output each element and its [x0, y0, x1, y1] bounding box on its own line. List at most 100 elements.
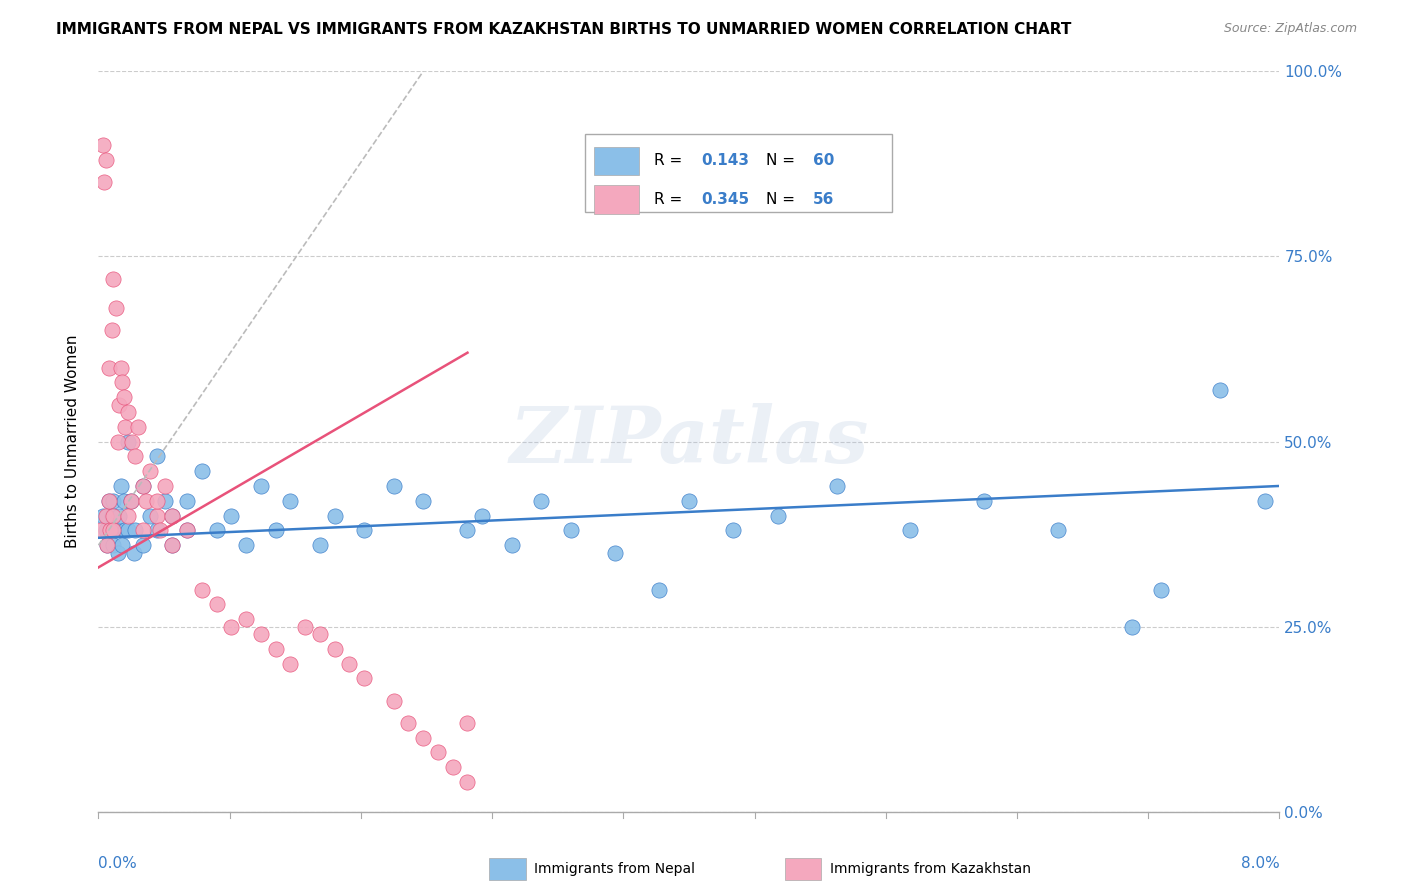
Point: [114, 524, 136, 538]
Point: [398, 715, 420, 730]
Point: [112, 390, 135, 404]
Point: [97, 493, 120, 508]
Point: [605, 546, 627, 560]
Point: [111, 376, 134, 390]
FancyBboxPatch shape: [595, 186, 640, 213]
Point: [94, 153, 117, 168]
Point: [294, 619, 316, 633]
Point: [280, 493, 302, 508]
Point: [117, 405, 139, 419]
Point: [153, 479, 176, 493]
Point: [678, 493, 700, 508]
Point: [127, 419, 149, 434]
Point: [457, 524, 479, 538]
Point: [132, 524, 155, 538]
Point: [176, 524, 198, 538]
Point: [471, 508, 494, 523]
Text: 56: 56: [813, 192, 834, 207]
Point: [235, 538, 257, 552]
Point: [105, 524, 128, 538]
Point: [91, 138, 114, 153]
Text: N =: N =: [766, 192, 800, 207]
Point: [530, 493, 553, 508]
Point: [250, 479, 273, 493]
Point: [146, 450, 169, 464]
Text: N =: N =: [766, 153, 800, 169]
Point: [90, 524, 112, 538]
Y-axis label: Births to Unmarried Women: Births to Unmarried Women: [65, 334, 80, 549]
Point: [96, 538, 118, 552]
Point: [309, 627, 332, 641]
Point: [825, 479, 848, 493]
Text: IMMIGRANTS FROM NEPAL VS IMMIGRANTS FROM KAZAKHSTAN BIRTHS TO UNMARRIED WOMEN CO: IMMIGRANTS FROM NEPAL VS IMMIGRANTS FROM…: [56, 22, 1071, 37]
FancyBboxPatch shape: [585, 135, 891, 212]
Point: [162, 508, 183, 523]
Point: [93, 175, 115, 190]
Point: [139, 464, 162, 478]
Point: [146, 508, 169, 523]
Point: [382, 479, 405, 493]
Point: [412, 493, 434, 508]
Point: [122, 546, 145, 560]
Point: [427, 746, 450, 760]
Point: [121, 434, 143, 449]
Point: [1209, 383, 1232, 397]
Point: [250, 627, 273, 641]
Point: [191, 582, 214, 597]
Point: [176, 493, 198, 508]
Point: [501, 538, 523, 552]
Point: [117, 508, 139, 523]
Point: [97, 360, 120, 375]
Point: [112, 493, 135, 508]
Point: [124, 450, 146, 464]
Point: [96, 538, 118, 552]
Point: [162, 538, 183, 552]
Point: [124, 524, 146, 538]
Point: [1254, 493, 1277, 508]
Point: [94, 508, 117, 523]
Point: [132, 479, 155, 493]
Point: [162, 538, 183, 552]
Point: [900, 524, 922, 538]
Point: [98, 524, 121, 538]
Text: 0.143: 0.143: [700, 153, 749, 169]
Point: [110, 479, 132, 493]
Point: [103, 493, 125, 508]
Point: [103, 508, 125, 523]
Point: [221, 508, 243, 523]
Point: [382, 694, 405, 708]
Point: [107, 434, 129, 449]
Point: [97, 493, 120, 508]
Point: [117, 524, 139, 538]
Text: Source: ZipAtlas.com: Source: ZipAtlas.com: [1223, 22, 1357, 36]
Point: [264, 524, 287, 538]
Point: [146, 493, 169, 508]
Point: [309, 538, 332, 552]
Point: [648, 582, 671, 597]
Text: 0.0%: 0.0%: [98, 856, 138, 871]
Point: [766, 508, 789, 523]
Text: Immigrants from Nepal: Immigrants from Nepal: [534, 862, 696, 876]
Point: [153, 493, 176, 508]
Text: 60: 60: [813, 153, 834, 169]
Point: [132, 538, 155, 552]
Point: [1150, 582, 1173, 597]
Point: [94, 524, 117, 538]
Point: [100, 508, 122, 523]
Point: [560, 524, 582, 538]
Point: [135, 493, 157, 508]
Point: [103, 538, 125, 552]
Point: [191, 464, 214, 478]
Point: [103, 271, 125, 285]
Point: [205, 524, 228, 538]
FancyBboxPatch shape: [595, 147, 640, 175]
Point: [103, 524, 125, 538]
Point: [139, 508, 162, 523]
Point: [100, 324, 122, 338]
Text: Immigrants from Kazakhstan: Immigrants from Kazakhstan: [830, 862, 1031, 876]
Point: [441, 760, 464, 774]
Point: [176, 524, 198, 538]
Text: R =: R =: [654, 153, 686, 169]
Point: [235, 612, 257, 626]
Point: [221, 619, 243, 633]
